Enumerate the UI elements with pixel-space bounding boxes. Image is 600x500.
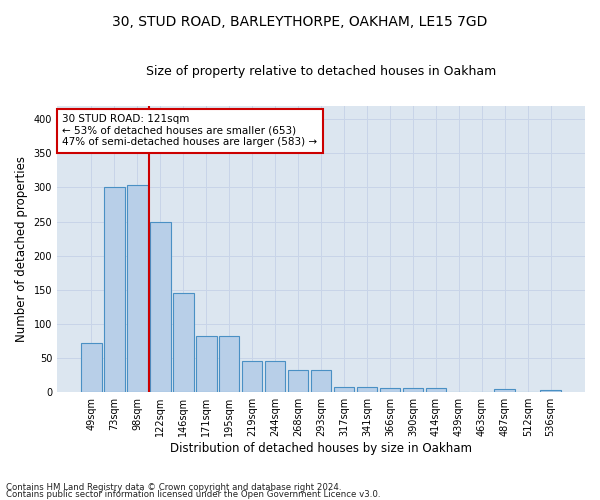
Bar: [219, 336, 239, 392]
Bar: [288, 370, 308, 392]
Bar: [334, 386, 355, 392]
Bar: [403, 388, 423, 392]
Bar: [265, 362, 286, 392]
Text: 30, STUD ROAD, BARLEYTHORPE, OAKHAM, LE15 7GD: 30, STUD ROAD, BARLEYTHORPE, OAKHAM, LE1…: [112, 15, 488, 29]
Bar: [173, 293, 194, 392]
Text: 30 STUD ROAD: 121sqm
← 53% of detached houses are smaller (653)
47% of semi-deta: 30 STUD ROAD: 121sqm ← 53% of detached h…: [62, 114, 317, 148]
Bar: [242, 362, 262, 392]
Text: Contains HM Land Registry data © Crown copyright and database right 2024.: Contains HM Land Registry data © Crown c…: [6, 484, 341, 492]
Bar: [380, 388, 400, 392]
Bar: [104, 188, 125, 392]
Bar: [196, 336, 217, 392]
X-axis label: Distribution of detached houses by size in Oakham: Distribution of detached houses by size …: [170, 442, 472, 455]
Text: Contains public sector information licensed under the Open Government Licence v3: Contains public sector information licen…: [6, 490, 380, 499]
Bar: [150, 222, 170, 392]
Title: Size of property relative to detached houses in Oakham: Size of property relative to detached ho…: [146, 65, 496, 78]
Bar: [425, 388, 446, 392]
Bar: [356, 386, 377, 392]
Bar: [311, 370, 331, 392]
Bar: [127, 186, 148, 392]
Y-axis label: Number of detached properties: Number of detached properties: [15, 156, 28, 342]
Bar: [81, 343, 102, 392]
Bar: [541, 390, 561, 392]
Bar: [494, 390, 515, 392]
